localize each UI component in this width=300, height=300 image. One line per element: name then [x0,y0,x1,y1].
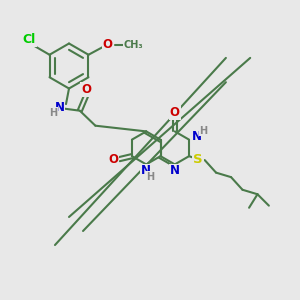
Text: O: O [81,83,92,96]
Text: N: N [54,100,64,114]
Text: H: H [200,126,208,136]
Text: H: H [146,172,154,182]
Text: O: O [170,106,180,119]
Text: N: N [192,130,202,143]
Text: H: H [49,107,58,118]
Text: N: N [170,164,180,178]
Text: Cl: Cl [23,33,36,46]
Text: S: S [193,153,203,166]
Text: CH₃: CH₃ [124,40,143,50]
Text: N: N [141,164,151,178]
Text: O: O [103,38,113,51]
Text: O: O [108,153,118,166]
